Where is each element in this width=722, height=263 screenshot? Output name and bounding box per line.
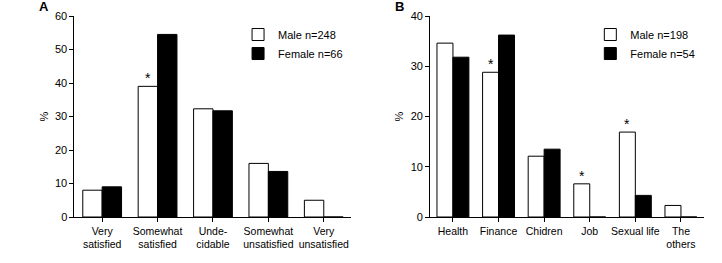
svg-text:0: 0 xyxy=(417,211,423,223)
svg-text:20: 20 xyxy=(55,144,67,156)
svg-text:Veryunsatisfied: Veryunsatisfied xyxy=(299,225,349,251)
svg-text:50: 50 xyxy=(55,43,67,55)
svg-text:10: 10 xyxy=(411,161,423,173)
svg-text:Sexual life: Sexual life xyxy=(611,225,660,237)
svg-text:Male n=198: Male n=198 xyxy=(630,29,688,41)
svg-text:*: * xyxy=(624,116,630,132)
svg-text:40: 40 xyxy=(55,77,67,89)
svg-text:*: * xyxy=(579,168,585,184)
svg-text:30: 30 xyxy=(55,110,67,122)
svg-text:Somewhatsatisfied: Somewhatsatisfied xyxy=(133,225,183,251)
svg-text:10: 10 xyxy=(55,177,67,189)
svg-text:*: * xyxy=(145,70,151,86)
svg-text:Somewhatunsatisfied: Somewhatunsatisfied xyxy=(243,225,293,251)
svg-text:20: 20 xyxy=(411,110,423,122)
svg-text:Female n=54: Female n=54 xyxy=(630,48,695,60)
svg-text:A: A xyxy=(39,0,49,14)
svg-text:Theothers: Theothers xyxy=(666,225,695,251)
svg-text:0: 0 xyxy=(61,211,67,223)
svg-text:%: % xyxy=(38,111,50,121)
svg-text:Female n=66: Female n=66 xyxy=(278,48,343,60)
svg-text:Health: Health xyxy=(438,225,469,237)
svg-text:Job: Job xyxy=(581,225,598,237)
svg-text:Chidren: Chidren xyxy=(526,225,563,237)
svg-text:B: B xyxy=(395,0,404,14)
svg-text:Male n=248: Male n=248 xyxy=(278,29,336,41)
svg-text:%: % xyxy=(393,111,405,121)
svg-text:*: * xyxy=(488,56,494,72)
svg-text:60: 60 xyxy=(55,10,67,22)
svg-text:Finance: Finance xyxy=(480,225,518,237)
svg-text:40: 40 xyxy=(411,10,423,22)
svg-text:Unde-cidable: Unde-cidable xyxy=(196,225,229,251)
svg-text:Verysatisfied: Verysatisfied xyxy=(83,225,122,251)
svg-text:30: 30 xyxy=(411,60,423,72)
